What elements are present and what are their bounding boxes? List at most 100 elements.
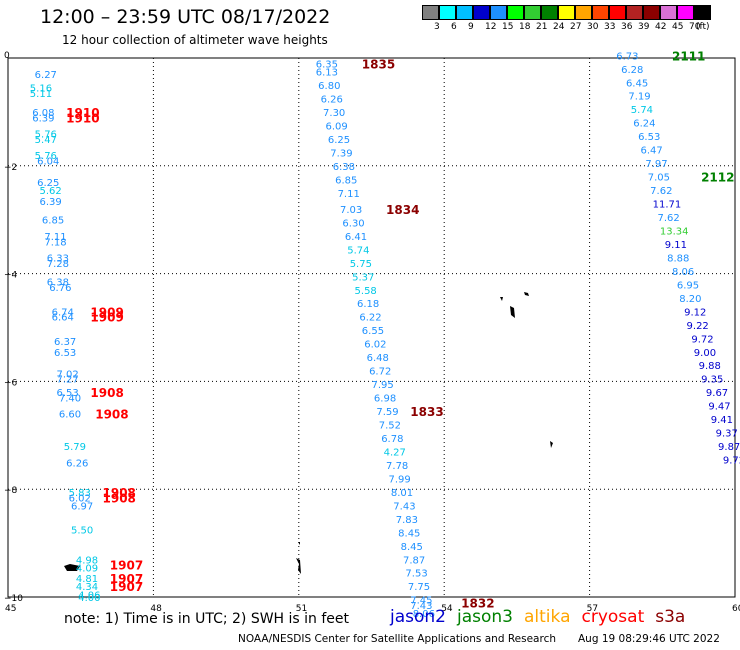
y-tick-label: −6 [4,378,18,388]
wave-height-value: 7.78 [386,461,408,472]
scale-label: 18 [519,22,531,32]
wave-height-value: 6.53 [54,348,76,359]
wave-height-value: 6.45 [626,78,648,89]
wave-height-value: 5.11 [30,89,52,100]
wave-height-value: 5.16 [30,84,52,95]
pass-time-label: 1835 [362,57,395,71]
y-tick-label: 0 [4,51,10,61]
scale-label: 27 [570,22,582,32]
scale-swatch [422,5,439,20]
wave-height-value: 6.22 [359,313,381,324]
wave-height-value: 7.11 [338,189,360,200]
scale-swatch [439,5,456,20]
credit-text: NOAA/NESDIS Center for Satellite Applica… [238,633,556,645]
scale-label: 9 [468,22,474,32]
pass-time-label: 1908 [90,386,123,400]
wave-height-value: 6.64 [52,313,74,324]
wave-height-value: 6.33 [47,253,69,264]
island-shape [500,292,529,318]
pass-time-label: 1832 [461,596,494,610]
wave-height-value: 7.11 [44,232,66,243]
wave-height-value: 7.45 [410,596,432,607]
wave-height-value: 6.48 [367,353,389,364]
wave-height-value: 9.22 [687,321,709,332]
wave-height-value: 9.72 [691,334,713,345]
wave-height-value: 8.06 [413,609,435,620]
pass-time-label: 2111 [672,49,705,63]
x-tick-label: 48 [150,604,162,614]
wave-height-value: 9.87 [718,442,740,453]
wave-height-value: 7.97 [645,159,667,170]
timestamp-text: Aug 19 08:29:46 UTC 2022 [578,633,720,645]
wave-height-value: 7.62 [657,213,679,224]
chart-subtitle: 12 hour collection of altimeter wave hei… [62,33,328,47]
wave-height-value: 6.38 [333,162,355,173]
island-shape [64,441,553,574]
wave-height-value: 6.39 [40,197,62,208]
wave-height-value: 6.73 [616,51,638,62]
pass-time-label: 1910 [66,106,99,120]
wave-height-value: 6.41 [345,232,367,243]
wave-height-value: 6.76 [49,283,71,294]
chart-title: 12:00 – 23:59 UTC 08/17/2022 [40,6,331,28]
wave-height-value: 13.34 [660,226,689,237]
wave-height-value: 7.27 [56,375,78,386]
scale-swatch [558,5,575,20]
pass-time-label: 1910 [66,111,99,125]
scale-label: 6 [451,22,457,32]
pass-time-label: 2112 [701,171,734,185]
scale-label: 36 [621,22,633,32]
wave-height-value: 5.79 [64,442,86,453]
scale-label: 33 [604,22,616,32]
wave-height-value: 9.47 [708,402,730,413]
wave-height-value: 7.43 [410,601,432,612]
wave-height-value: 7.19 [628,92,650,103]
scale-label: 15 [502,22,514,32]
y-tick-label: −10 [4,594,23,604]
wave-height-value: 9.00 [694,348,716,359]
wave-height-value: 5.83 [69,488,91,499]
wave-height-value: 6.95 [677,280,699,291]
wave-height-value: 6.26 [321,94,343,105]
pass-time-label: 1908 [103,486,136,500]
wave-height-value: 7.52 [379,421,401,432]
wave-height-value: 9.88 [699,361,721,372]
plot-frame [7,57,736,598]
wave-height-value: 4.81 [76,574,98,585]
scale-label: 30 [587,22,599,32]
wave-height-value: 5.47 [35,135,57,146]
wave-height-value: 6.60 [59,410,81,421]
mission-cryosat: cryosat [581,607,645,627]
scale-swatch [490,5,507,20]
wave-height-value: 6.53 [638,132,660,143]
wave-height-value: 7.87 [403,555,425,566]
scale-swatch [541,5,558,20]
wave-height-value: 9.11 [665,240,687,251]
wave-height-value: 6.09 [325,121,347,132]
wave-height-value: 9.41 [711,415,733,426]
pass-time-label: 1909 [90,305,123,319]
wave-height-value: 7.43 [393,501,415,512]
wave-height-value: 6.97 [71,501,93,512]
wave-height-value: 5.37 [352,272,374,283]
wave-height-value: 9.37 [716,429,738,440]
wave-height-value: 7.99 [388,474,410,485]
wave-height-value: 6.85 [335,175,357,186]
wave-height-value: 5.76 [35,129,57,140]
wave-height-value: 6.25 [37,178,59,189]
x-tick-label: 54 [441,604,453,614]
pass-time-label: 1907 [110,559,143,573]
scale-swatch [660,5,677,20]
pass-time-label: 1908 [95,408,128,422]
wave-height-value: 5.76 [35,151,57,162]
wave-height-value: 6.08 [32,108,54,119]
scale-label: 12 [485,22,497,32]
wave-height-value: 5.58 [355,286,377,297]
wave-height-value: 5.62 [40,186,62,197]
wave-height-value: 6.35 [316,59,338,70]
wave-height-value: 6.04 [37,156,59,167]
scale-label: 21 [536,22,548,32]
wave-height-value: 6.37 [54,337,76,348]
scale-swatch [694,5,711,20]
